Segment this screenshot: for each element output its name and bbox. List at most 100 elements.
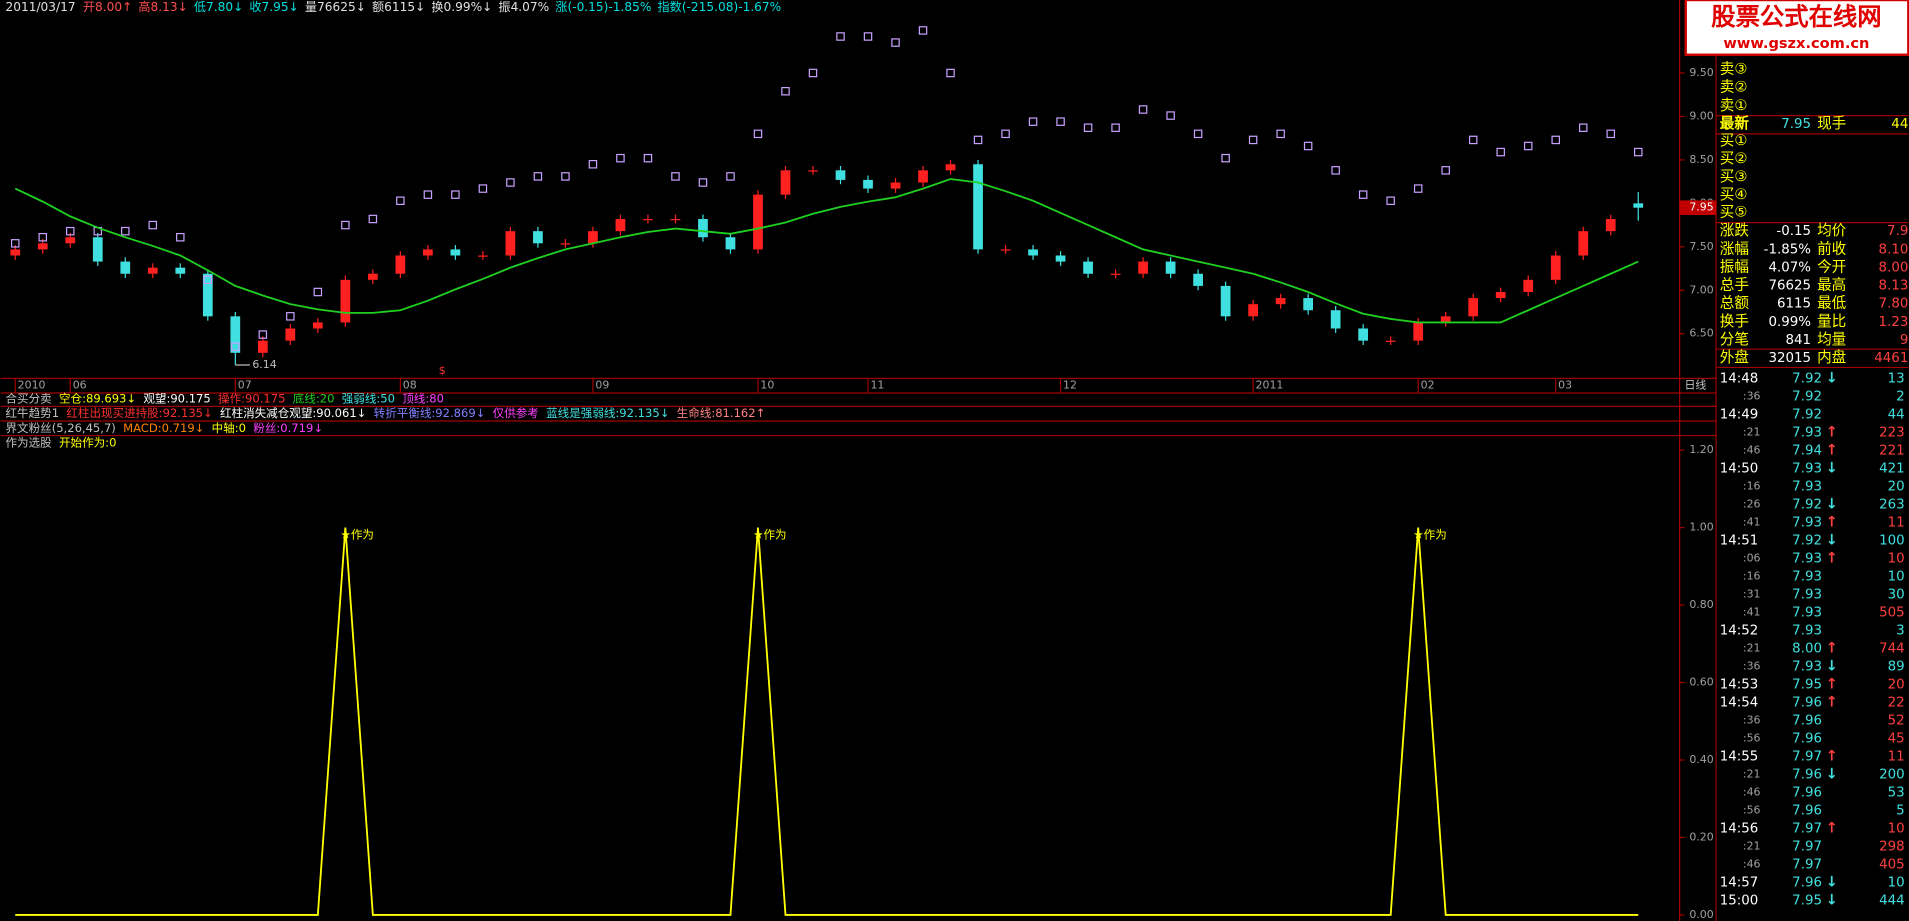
- lot-label: 现手: [1817, 115, 1846, 132]
- upper-candle: [863, 32, 873, 41]
- candle-body: [478, 255, 488, 257]
- tick-time: :56: [1743, 804, 1761, 817]
- upper-candle: [698, 178, 708, 187]
- candle-body: [1083, 261, 1093, 274]
- candle-body: [1220, 285, 1231, 317]
- tick-volume: 20: [1888, 479, 1905, 494]
- candle-body: [698, 218, 708, 238]
- y-tick-label: 0.00: [1689, 908, 1713, 921]
- tick-volume: 444: [1879, 894, 1905, 909]
- candle-body: [1468, 298, 1479, 317]
- tick-volume: 52: [1888, 713, 1905, 728]
- candle-body: [725, 237, 736, 250]
- upper-candle: [1523, 141, 1533, 151]
- tick-time: 14:57: [1720, 876, 1759, 891]
- signal-line: [15, 527, 1639, 916]
- upper-candle: [808, 68, 818, 78]
- tick-price: 7.93: [1792, 587, 1822, 602]
- tick-price: 7.94: [1792, 443, 1822, 458]
- stat-label: 均价: [1817, 222, 1847, 239]
- upper-candle: [451, 190, 460, 199]
- tick-arrow: ↓: [1826, 657, 1838, 674]
- tick-price: 7.96: [1792, 786, 1822, 801]
- stat-value: 0.99%: [1769, 315, 1812, 330]
- upper-candle: [1633, 147, 1643, 157]
- candle-body: [423, 249, 433, 256]
- tick-price: 7.96: [1792, 695, 1822, 710]
- upper-candle: [588, 159, 598, 169]
- upper-candle: [836, 32, 845, 41]
- upper-candle: [1193, 129, 1203, 139]
- tick-volume: 10: [1888, 569, 1905, 584]
- stat-value: 32015: [1768, 351, 1811, 366]
- stat-value: 9: [1900, 333, 1909, 348]
- y-tick-label: 0.20: [1689, 830, 1713, 843]
- tick-arrow: ↓: [1826, 495, 1838, 512]
- indicator-item: 空仓:89.693↓: [59, 392, 136, 406]
- header-item: 开8.00↑: [83, 0, 132, 14]
- stat-label: 前收: [1817, 240, 1847, 257]
- tick-price: 7.93: [1792, 461, 1822, 476]
- stat-value: 1.23: [1879, 315, 1909, 330]
- bid-label: 买④: [1720, 186, 1748, 203]
- header-item: 指数(-215.08)-1.67%: [657, 0, 781, 14]
- candle-body: [450, 249, 461, 256]
- stat-value: 8.00: [1879, 260, 1909, 275]
- y-tick-label: 8.50: [1689, 153, 1713, 166]
- tick-price: 7.92: [1792, 371, 1822, 386]
- header-item: 换0.99%↓: [431, 0, 492, 14]
- signal-marker: ★作为: [1413, 527, 1446, 541]
- upper-candle: [1083, 123, 1093, 133]
- upper-candle: [671, 172, 680, 181]
- tick-volume: 11: [1888, 515, 1905, 530]
- candle-body: [1275, 298, 1286, 305]
- signal-marker: ★作为: [340, 527, 373, 541]
- header-item: 高8.13↓: [138, 0, 187, 14]
- stat-value: -1.85%: [1764, 242, 1811, 257]
- header-item: 收7.95↓: [249, 0, 298, 14]
- tick-price: 7.96: [1792, 768, 1822, 783]
- tick-volume: 221: [1879, 443, 1905, 458]
- upper-candle: [10, 239, 20, 248]
- y-tick-label: 0.40: [1689, 753, 1713, 766]
- y-tick-label: 1.00: [1689, 521, 1713, 534]
- x-tick-label: 07: [238, 379, 252, 392]
- stat-value: 7.9: [1887, 224, 1908, 239]
- tick-volume: 744: [1879, 641, 1905, 656]
- y-tick-label: 0.60: [1689, 676, 1713, 689]
- upper-candle: [313, 287, 323, 297]
- upper-candle: [121, 226, 130, 236]
- lot-value: 44: [1891, 117, 1908, 132]
- x-tick-label: 2011: [1256, 379, 1284, 392]
- tick-volume: 298: [1879, 840, 1905, 855]
- stat-value: 4461: [1874, 351, 1908, 366]
- candle-body: [1495, 291, 1506, 299]
- candle-body: [670, 218, 681, 221]
- tick-arrow: ↑: [1826, 748, 1838, 765]
- tick-arrow: ↑: [1826, 675, 1838, 692]
- x-tick-label: 03: [1558, 379, 1572, 392]
- header-item: 量76625↓: [305, 0, 366, 14]
- candle-body: [175, 267, 186, 274]
- upper-candle: [423, 190, 433, 199]
- indicator-item: 粉丝:0.719↓: [253, 421, 323, 435]
- x-tick-label: 02: [1421, 379, 1435, 392]
- stat-label: 最高: [1817, 277, 1846, 294]
- signal-label: $: [439, 364, 446, 377]
- tick-price: 7.92: [1792, 389, 1822, 404]
- tick-time: :56: [1743, 732, 1761, 745]
- indicator-item: 转折平衡线:92.869↓: [374, 406, 486, 420]
- y-tick-label: 7.50: [1689, 240, 1713, 253]
- stat-label: 振幅: [1720, 258, 1749, 275]
- candle-body: [505, 231, 516, 256]
- header-date: 2011/03/17: [6, 0, 76, 14]
- upper-candle: [1001, 129, 1010, 139]
- tick-time: :21: [1743, 768, 1761, 781]
- tick-arrow: ↓: [1826, 766, 1838, 783]
- stat-value: -0.15: [1776, 224, 1811, 239]
- upper-candle: [1358, 190, 1368, 199]
- upper-candle: [1221, 153, 1230, 163]
- header-item: 涨(-0.15)-1.85%: [555, 0, 651, 14]
- candle-body: [753, 194, 763, 250]
- tick-volume: 405: [1879, 858, 1905, 873]
